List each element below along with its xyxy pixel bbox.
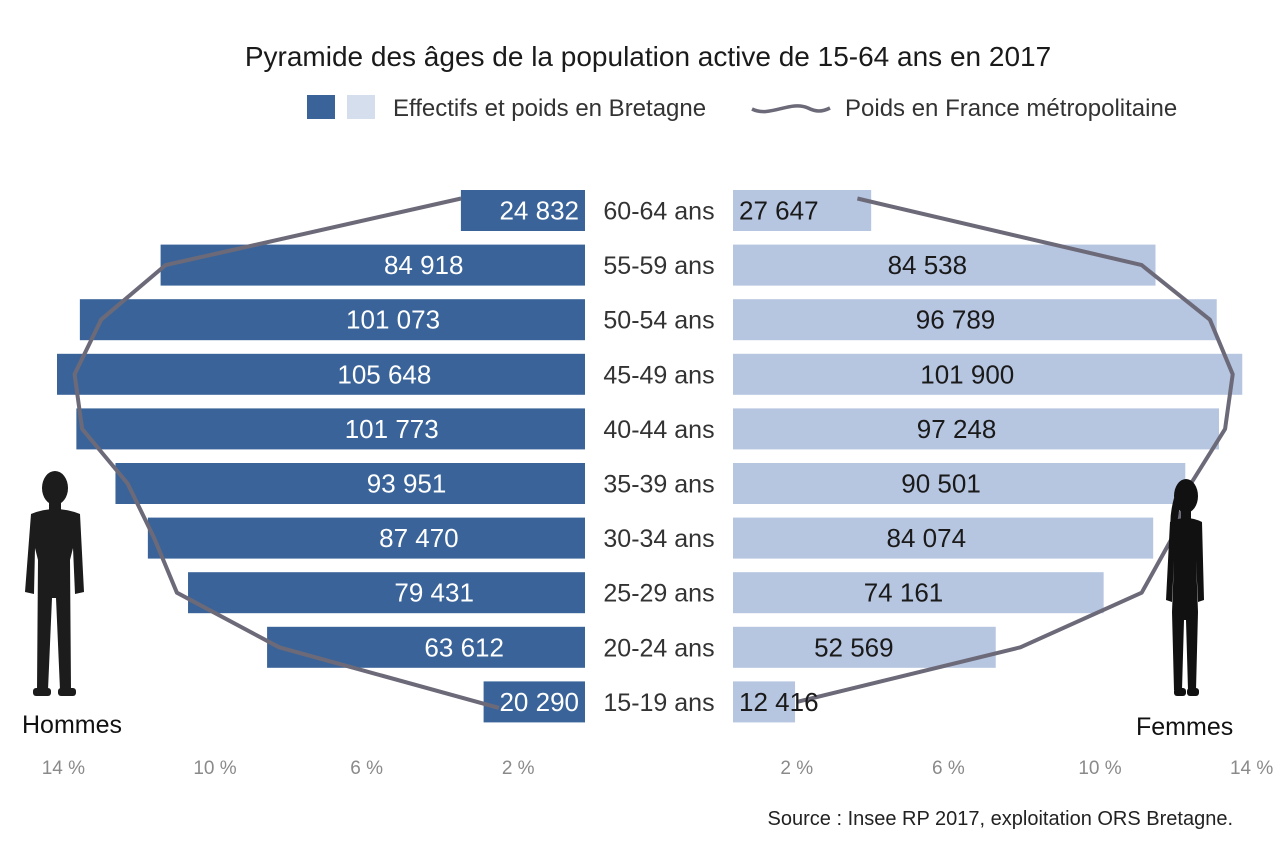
men-bar bbox=[76, 408, 585, 450]
x-tick-right: 2 % bbox=[780, 758, 813, 779]
france-men-line bbox=[72, 196, 500, 710]
men-bar bbox=[79, 299, 585, 341]
women-value-label: 97 248 bbox=[917, 414, 997, 444]
women-bar bbox=[733, 681, 796, 723]
women-bars bbox=[733, 190, 1243, 723]
men-bar bbox=[483, 681, 585, 723]
women-value-label: 27 647 bbox=[739, 196, 819, 226]
x-tick-left: 2 % bbox=[502, 758, 535, 779]
women-value-label: 84 074 bbox=[887, 523, 967, 553]
x-tick-left: 14 % bbox=[42, 758, 85, 779]
age-label: 60-64 ans bbox=[603, 198, 714, 226]
age-label: 30-34 ans bbox=[603, 525, 714, 553]
women-bar bbox=[733, 572, 1104, 614]
men-value-label: 84 918 bbox=[384, 250, 464, 280]
legend-bars-label: Effectifs et poids en Bretagne bbox=[393, 95, 706, 122]
men-value-label: 93 951 bbox=[367, 469, 447, 499]
france-weight-lines bbox=[72, 196, 1235, 710]
men-bar bbox=[460, 190, 585, 231]
x-tick-right: 14 % bbox=[1230, 758, 1273, 779]
age-label: 25-29 ans bbox=[603, 580, 714, 608]
men-bar bbox=[188, 572, 585, 614]
legend-line-label: Poids en France métropolitaine bbox=[845, 95, 1177, 122]
woman-silhouette-icon bbox=[1166, 479, 1204, 696]
x-tick-left: 6 % bbox=[350, 758, 383, 779]
age-label: 50-54 ans bbox=[603, 307, 714, 335]
women-bar bbox=[733, 626, 996, 668]
men-bar bbox=[57, 353, 585, 395]
age-label: 35-39 ans bbox=[603, 471, 714, 499]
men-value-label: 79 431 bbox=[394, 578, 474, 608]
age-label: 15-19 ans bbox=[603, 689, 714, 717]
women-bar bbox=[733, 299, 1217, 341]
men-value-label: 24 832 bbox=[499, 196, 579, 226]
women-value-label: 74 161 bbox=[864, 578, 944, 608]
men-label: Hommes bbox=[22, 711, 122, 739]
x-tick-right: 6 % bbox=[932, 758, 965, 779]
source-note: Source : Insee RP 2017, exploitation ORS… bbox=[768, 808, 1233, 830]
men-bar bbox=[267, 626, 585, 668]
men-value-labels: 24 832 84 918 101 073 105 648 101 773 93 951 8… bbox=[337, 196, 579, 717]
age-label: 20-24 ans bbox=[603, 634, 714, 662]
x-tick-right: 10 % bbox=[1078, 758, 1121, 779]
legend-swatch-light bbox=[347, 95, 375, 119]
x-axis-ticks: 14 % 10 % 6 % 2 % 2 % 6 % 10 % 14 % bbox=[42, 758, 1274, 779]
age-label: 40-44 ans bbox=[603, 416, 714, 444]
men-bars bbox=[57, 190, 586, 723]
men-bar bbox=[115, 463, 585, 504]
men-value-label: 20 290 bbox=[499, 687, 579, 717]
men-bar bbox=[147, 517, 586, 559]
age-label: 45-49 ans bbox=[603, 361, 714, 389]
legend-swatch-dark bbox=[307, 95, 335, 119]
women-value-label: 96 789 bbox=[916, 305, 996, 335]
men-value-label: 87 470 bbox=[379, 523, 459, 553]
man-silhouette-icon bbox=[25, 471, 84, 696]
women-value-label: 101 900 bbox=[920, 359, 1014, 389]
women-value-labels: 27 647 84 538 96 789 101 900 97 248 90 501 84 … bbox=[739, 196, 1014, 717]
women-value-label: 12 416 bbox=[739, 687, 819, 717]
women-label: Femmes bbox=[1136, 713, 1233, 741]
women-bar bbox=[733, 408, 1220, 450]
age-labels: 60-64 ans 55-59 ans 50-54 ans 45-49 ans 40-4… bbox=[603, 198, 714, 717]
women-bar bbox=[733, 463, 1186, 504]
chart-title: Pyramide des âges de la population activ… bbox=[245, 41, 1051, 72]
women-value-label: 84 538 bbox=[888, 250, 968, 280]
france-women-line bbox=[796, 196, 1235, 704]
men-value-label: 101 073 bbox=[346, 305, 440, 335]
women-value-label: 52 569 bbox=[814, 632, 894, 662]
women-value-label: 90 501 bbox=[901, 469, 981, 499]
women-bar bbox=[733, 517, 1154, 559]
men-value-label: 105 648 bbox=[337, 359, 431, 389]
women-bar bbox=[733, 353, 1243, 395]
women-bar bbox=[733, 190, 872, 231]
men-value-label: 101 773 bbox=[345, 414, 439, 444]
x-tick-left: 10 % bbox=[193, 758, 236, 779]
men-value-label: 63 612 bbox=[424, 632, 504, 662]
legend-line-swatch bbox=[751, 104, 831, 114]
age-label: 55-59 ans bbox=[603, 252, 714, 280]
